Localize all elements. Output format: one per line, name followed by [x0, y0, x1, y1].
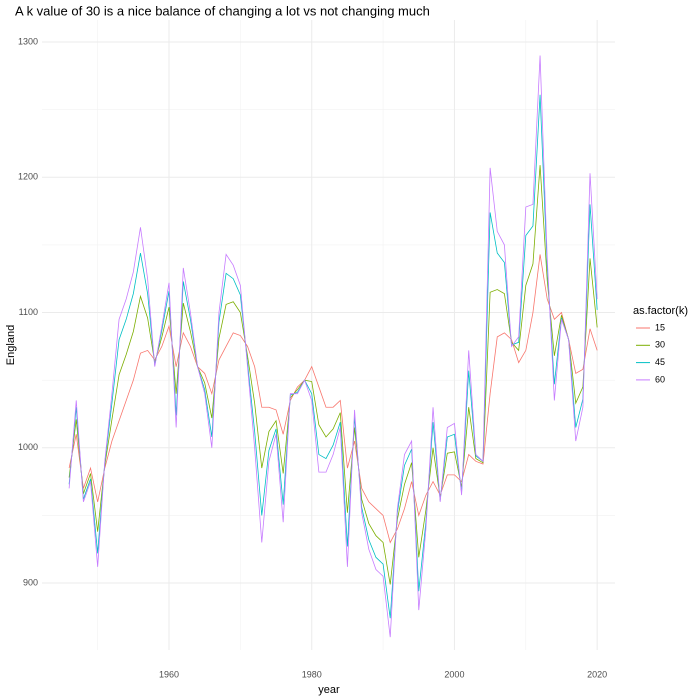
x-tick-label: 1960 [159, 669, 179, 679]
y-tick-label: 900 [23, 577, 38, 587]
legend-label: 30 [655, 340, 665, 350]
chart-title: A k value of 30 is a nice balance of cha… [15, 3, 430, 18]
legend-label: 15 [655, 322, 665, 332]
x-axis-label: year [318, 684, 340, 696]
y-tick-label: 1200 [18, 172, 38, 182]
series-line [68, 94, 598, 619]
legend-title: as.factor(k) [633, 305, 688, 317]
series-line [68, 165, 598, 585]
x-tick-label: 2020 [587, 669, 607, 679]
x-tick-label: 2000 [444, 669, 464, 679]
y-tick-label: 1100 [19, 307, 38, 317]
legend-label: 60 [655, 374, 665, 384]
y-tick-label: 1000 [18, 442, 38, 452]
legend-label: 45 [655, 357, 665, 367]
x-tick-label: 1980 [302, 669, 322, 679]
series-line [68, 55, 598, 638]
y-tick-label: 1300 [18, 36, 38, 46]
y-axis-label: England [5, 325, 17, 365]
